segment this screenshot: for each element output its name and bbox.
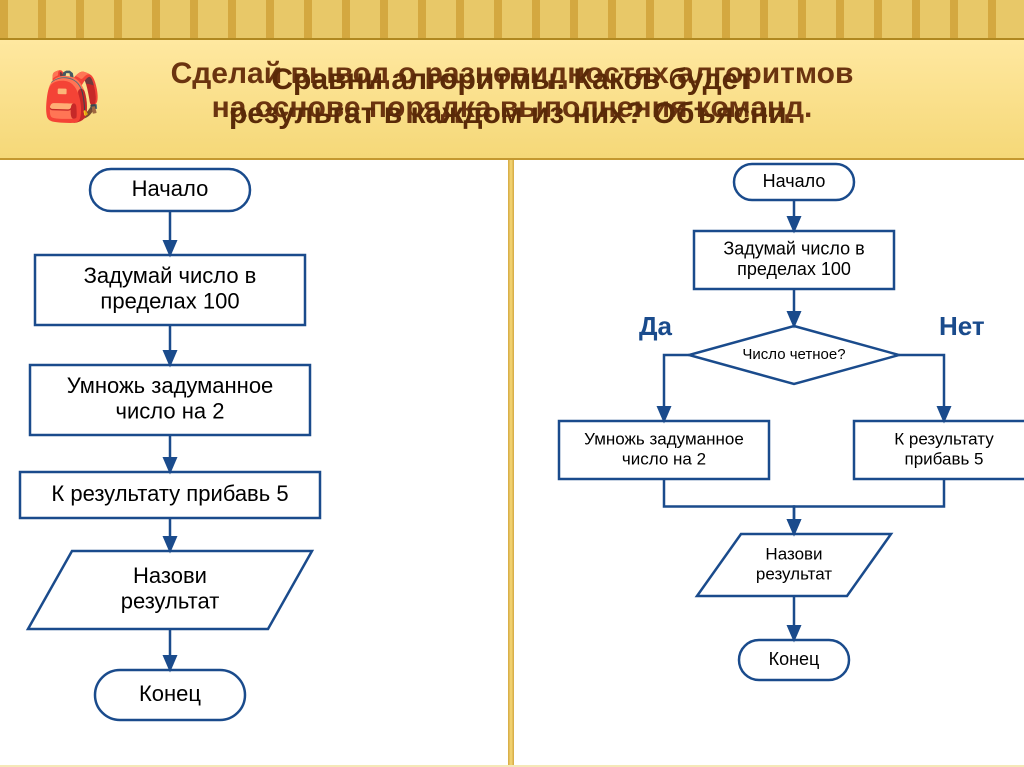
node-d1: Число четное? bbox=[689, 326, 899, 384]
svg-text:Назови: Назови bbox=[765, 545, 822, 564]
node-n2: Умножь задуманноечисло на 2 bbox=[30, 365, 310, 435]
title-front-line2: результат в каждом из них? Объясни. bbox=[20, 97, 1004, 130]
svg-text:пределах 100: пределах 100 bbox=[100, 288, 239, 313]
branch-no-label: Нет bbox=[939, 311, 985, 341]
node-n1: Задумай число впределах 100 bbox=[35, 255, 305, 325]
node-n2: Умножь задуманноечисло на 2 bbox=[559, 421, 769, 479]
node-end: Конец bbox=[739, 640, 849, 680]
node-n1: Задумай число впределах 100 bbox=[694, 231, 894, 289]
node-n3: К результатуприбавь 5 bbox=[854, 421, 1024, 479]
svg-text:К результату: К результату bbox=[894, 430, 994, 449]
left-panel: Начало Задумай число впределах 100 Умножь … bbox=[0, 160, 508, 765]
slide-header: 🎒 Сделай вывод о разновидностях алгоритм… bbox=[0, 40, 1024, 160]
node-n4: Назовирезультат bbox=[28, 551, 312, 629]
svg-text:Назови: Назови bbox=[133, 563, 207, 588]
svg-text:Начало: Начало bbox=[132, 176, 209, 201]
svg-text:Умножь задуманное: Умножь задуманное bbox=[67, 373, 274, 398]
svg-text:Задумай число в: Задумай число в bbox=[84, 263, 257, 288]
branch-yes-label: Да bbox=[639, 311, 673, 341]
svg-text:число на 2: число на 2 bbox=[116, 398, 225, 423]
svg-text:Конец: Конец bbox=[139, 681, 201, 706]
node-n3: К результату прибавь 5 bbox=[20, 472, 320, 518]
svg-text:Начало: Начало bbox=[763, 171, 826, 191]
title-front-line1: Сравни алгоритмы. Каков будет bbox=[20, 63, 1004, 96]
spiral-binding bbox=[0, 0, 1024, 40]
node-end: Конец bbox=[95, 670, 245, 720]
right-flowchart: Начало Задумай число впределах 100 Число ч… bbox=[514, 160, 1024, 765]
svg-text:результат: результат bbox=[121, 588, 220, 613]
svg-text:Задумай число в: Задумай число в bbox=[723, 238, 864, 258]
svg-text:К результату прибавь 5: К результату прибавь 5 bbox=[51, 481, 288, 506]
svg-text:Число четное?: Число четное? bbox=[742, 346, 845, 363]
svg-text:Умножь задуманное: Умножь задуманное bbox=[584, 430, 744, 449]
svg-text:Конец: Конец bbox=[769, 649, 820, 669]
node-n4: Назовирезультат bbox=[697, 534, 891, 596]
left-flowchart: Начало Задумай число впределах 100 Умножь … bbox=[0, 160, 508, 765]
svg-text:число на 2: число на 2 bbox=[622, 449, 706, 468]
right-panel: Начало Задумай число впределах 100 Число ч… bbox=[514, 160, 1024, 765]
svg-text:результат: результат bbox=[756, 564, 832, 583]
node-start: Начало bbox=[90, 169, 250, 211]
svg-text:прибавь 5: прибавь 5 bbox=[904, 449, 983, 468]
content-area: НачалоЗадумай число впределах 100Умножь … bbox=[0, 160, 1024, 765]
node-start: Начало bbox=[734, 164, 854, 200]
svg-text:пределах 100: пределах 100 bbox=[737, 259, 851, 279]
